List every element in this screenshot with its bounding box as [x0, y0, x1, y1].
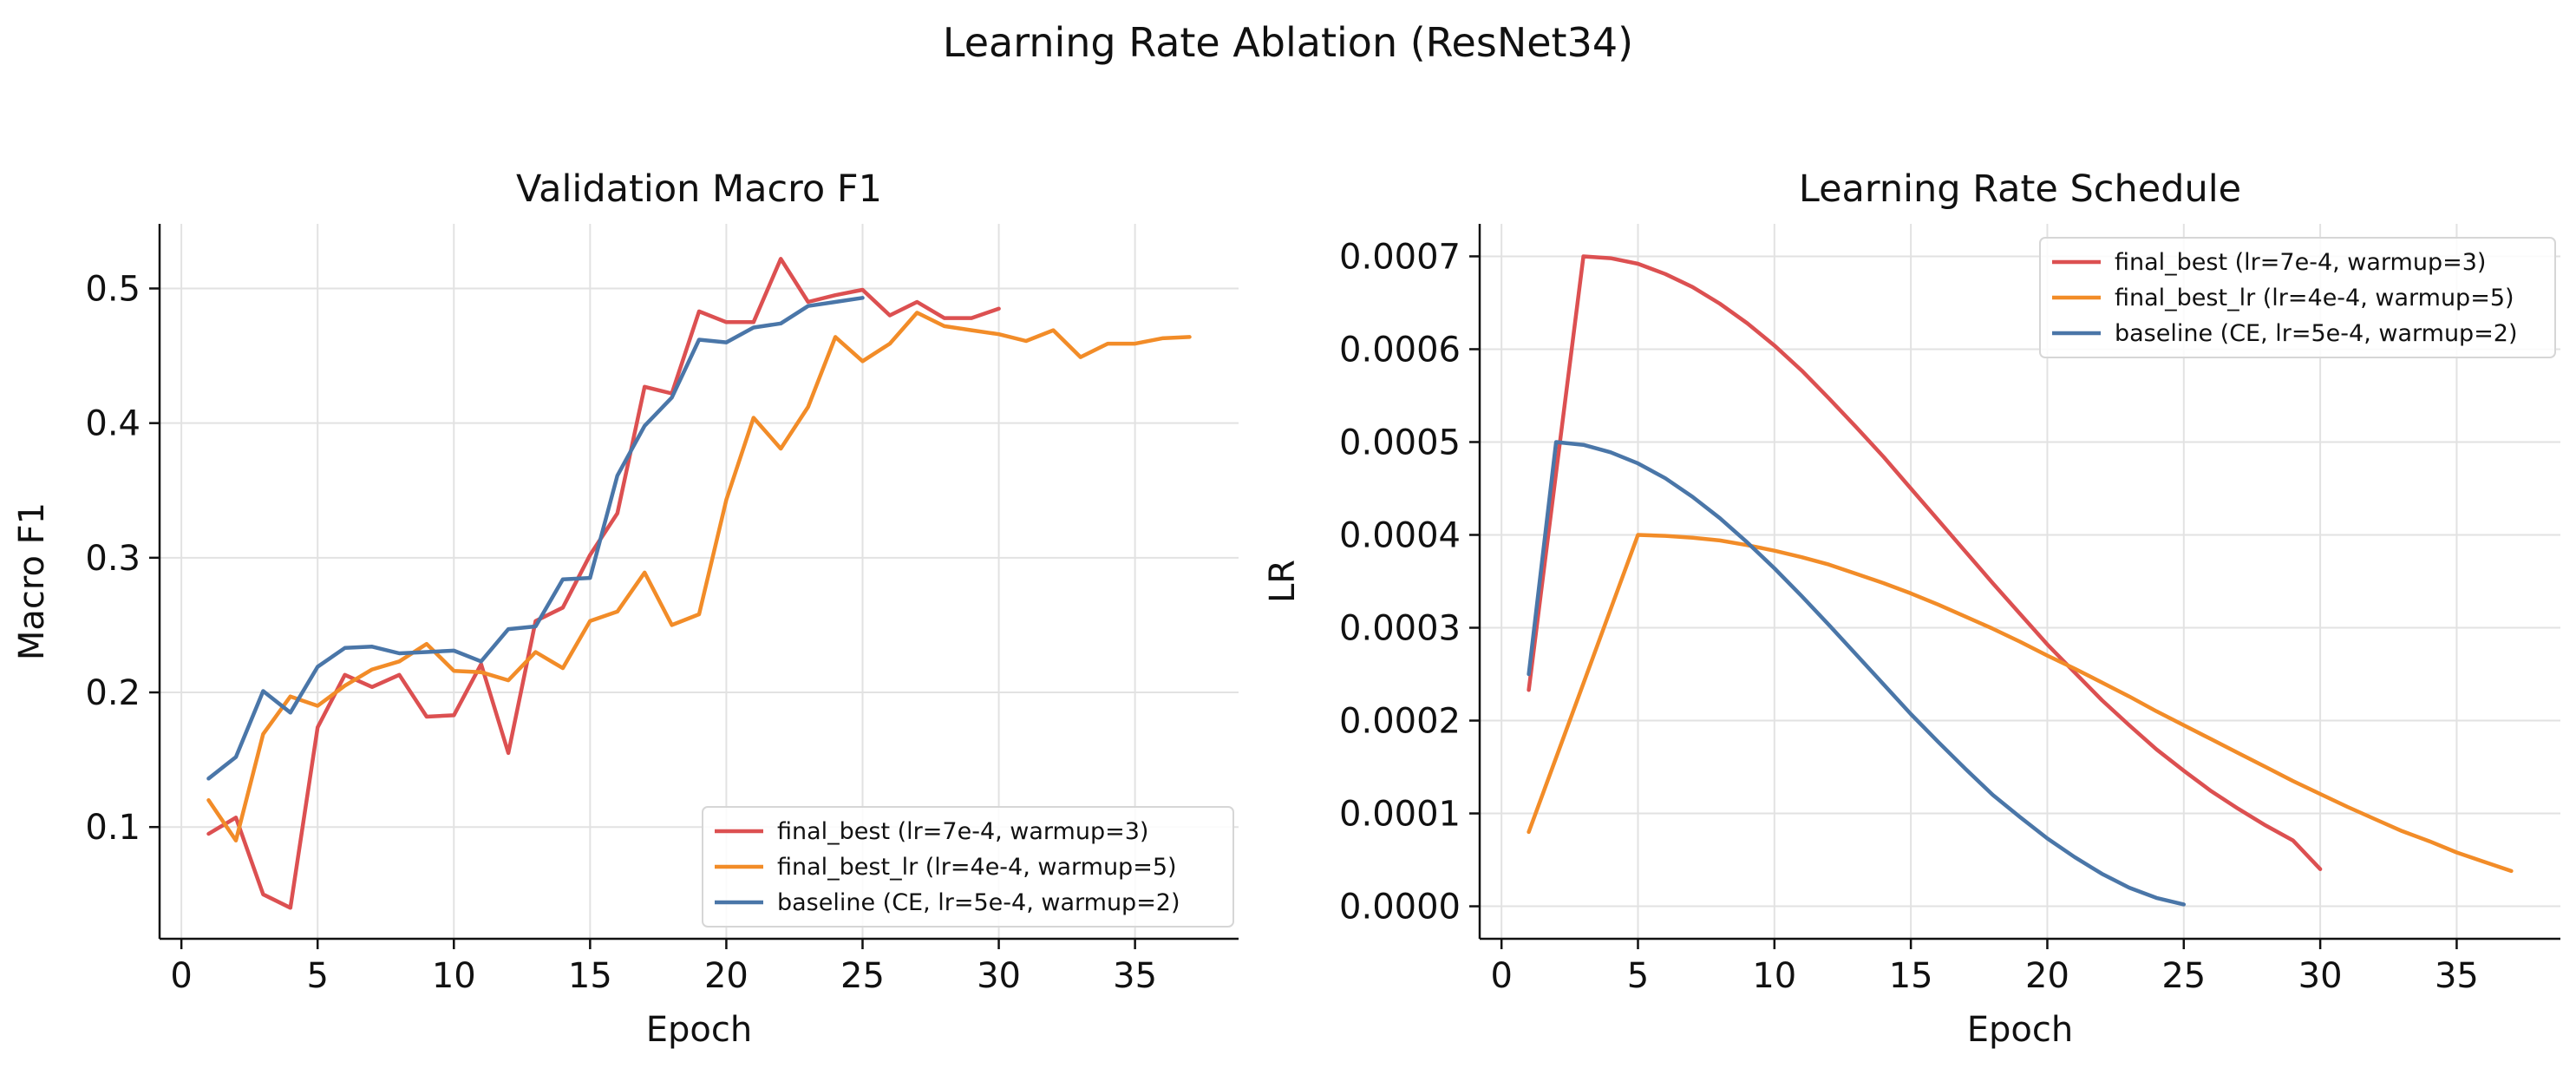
x-axis-label: Epoch [646, 1010, 752, 1050]
y-tick-label: 0.4 [85, 404, 141, 444]
x-tick-label: 0 [170, 956, 192, 996]
x-tick-label: 20 [2025, 956, 2069, 996]
y-tick-label: 0.1 [85, 808, 141, 848]
legend-entry-label: final_best_lr (lr=4e-4, warmup=5) [2115, 285, 2514, 311]
y-tick-label: 0.5 [85, 269, 141, 309]
x-tick-label: 20 [704, 956, 749, 996]
legend-entry-label: final_best_lr (lr=4e-4, warmup=5) [777, 854, 1177, 881]
x-tick-label: 35 [1113, 956, 1157, 996]
x-tick-label: 5 [1627, 956, 1649, 996]
chart-panel-2: 0 5 10 15 20 25 30 35 0.0000 0.0001 0.0002 0.0003 0.… [1263, 167, 2560, 1050]
figure-suptitle: Learning Rate Ablation (ResNet34) [942, 19, 1634, 66]
x-tick-label: 25 [2161, 956, 2206, 996]
x-tick-label: 10 [432, 956, 476, 996]
x-tick-label: 10 [1752, 956, 1796, 996]
y-tick-label: 0.0003 [1339, 609, 1461, 649]
legend-entry-label: final_best (lr=7e-4, warmup=3) [777, 818, 1148, 845]
series-line-3 [1527, 440, 2187, 907]
series-line-2 [206, 311, 1192, 842]
y-tick-label: 0.0005 [1339, 423, 1461, 462]
x-tick-label: 15 [568, 956, 612, 996]
legend-entry-label: baseline (CE, lr=5e-4, warmup=2) [777, 889, 1180, 916]
series-line-2 [1527, 533, 2514, 874]
x-axis-label: Epoch [1967, 1010, 2073, 1050]
y-tick-label: 0.0002 [1339, 702, 1461, 742]
panel-title: Validation Macro F1 [516, 167, 882, 211]
legend-frame [2039, 237, 2556, 358]
y-tick-label: 0.0001 [1339, 795, 1461, 835]
series-line-3 [206, 296, 865, 781]
y-tick-label: 0.2 [85, 673, 141, 713]
y-tick-label: 0.3 [85, 539, 141, 579]
x-tick-label: 0 [1490, 956, 1512, 996]
series-line-1 [1527, 254, 2323, 871]
y-tick-label: 0.0004 [1339, 515, 1461, 555]
y-axis-label: LR [1263, 560, 1303, 603]
y-axis-label: Macro F1 [12, 502, 52, 660]
legend: final_best (lr=7e-4, warmup=3) final_best… [702, 806, 1234, 928]
x-tick-label: 35 [2435, 956, 2479, 996]
x-tick-label: 15 [1889, 956, 1933, 996]
chart-panel-1: 0 5 10 15 20 25 30 35 0.1 0.2 0.3 0.4 0.5 Validation … [12, 167, 1239, 1050]
legend: final_best (lr=7e-4, warmup=3) final_best… [2039, 237, 2556, 358]
x-tick-label: 25 [840, 956, 885, 996]
legend-entry-label: baseline (CE, lr=5e-4, warmup=2) [2115, 320, 2518, 347]
y-tick-label: 0.0006 [1339, 330, 1461, 370]
y-tick-label: 0.0007 [1339, 237, 1461, 277]
legend-frame [702, 806, 1234, 928]
x-tick-label: 30 [2298, 956, 2343, 996]
x-tick-label: 30 [977, 956, 1021, 996]
panel-title: Learning Rate Schedule [1799, 167, 2241, 211]
y-tick-label: 0.0000 [1339, 888, 1461, 928]
legend-entry-label: final_best (lr=7e-4, warmup=3) [2115, 249, 2486, 276]
x-tick-label: 5 [306, 956, 328, 996]
